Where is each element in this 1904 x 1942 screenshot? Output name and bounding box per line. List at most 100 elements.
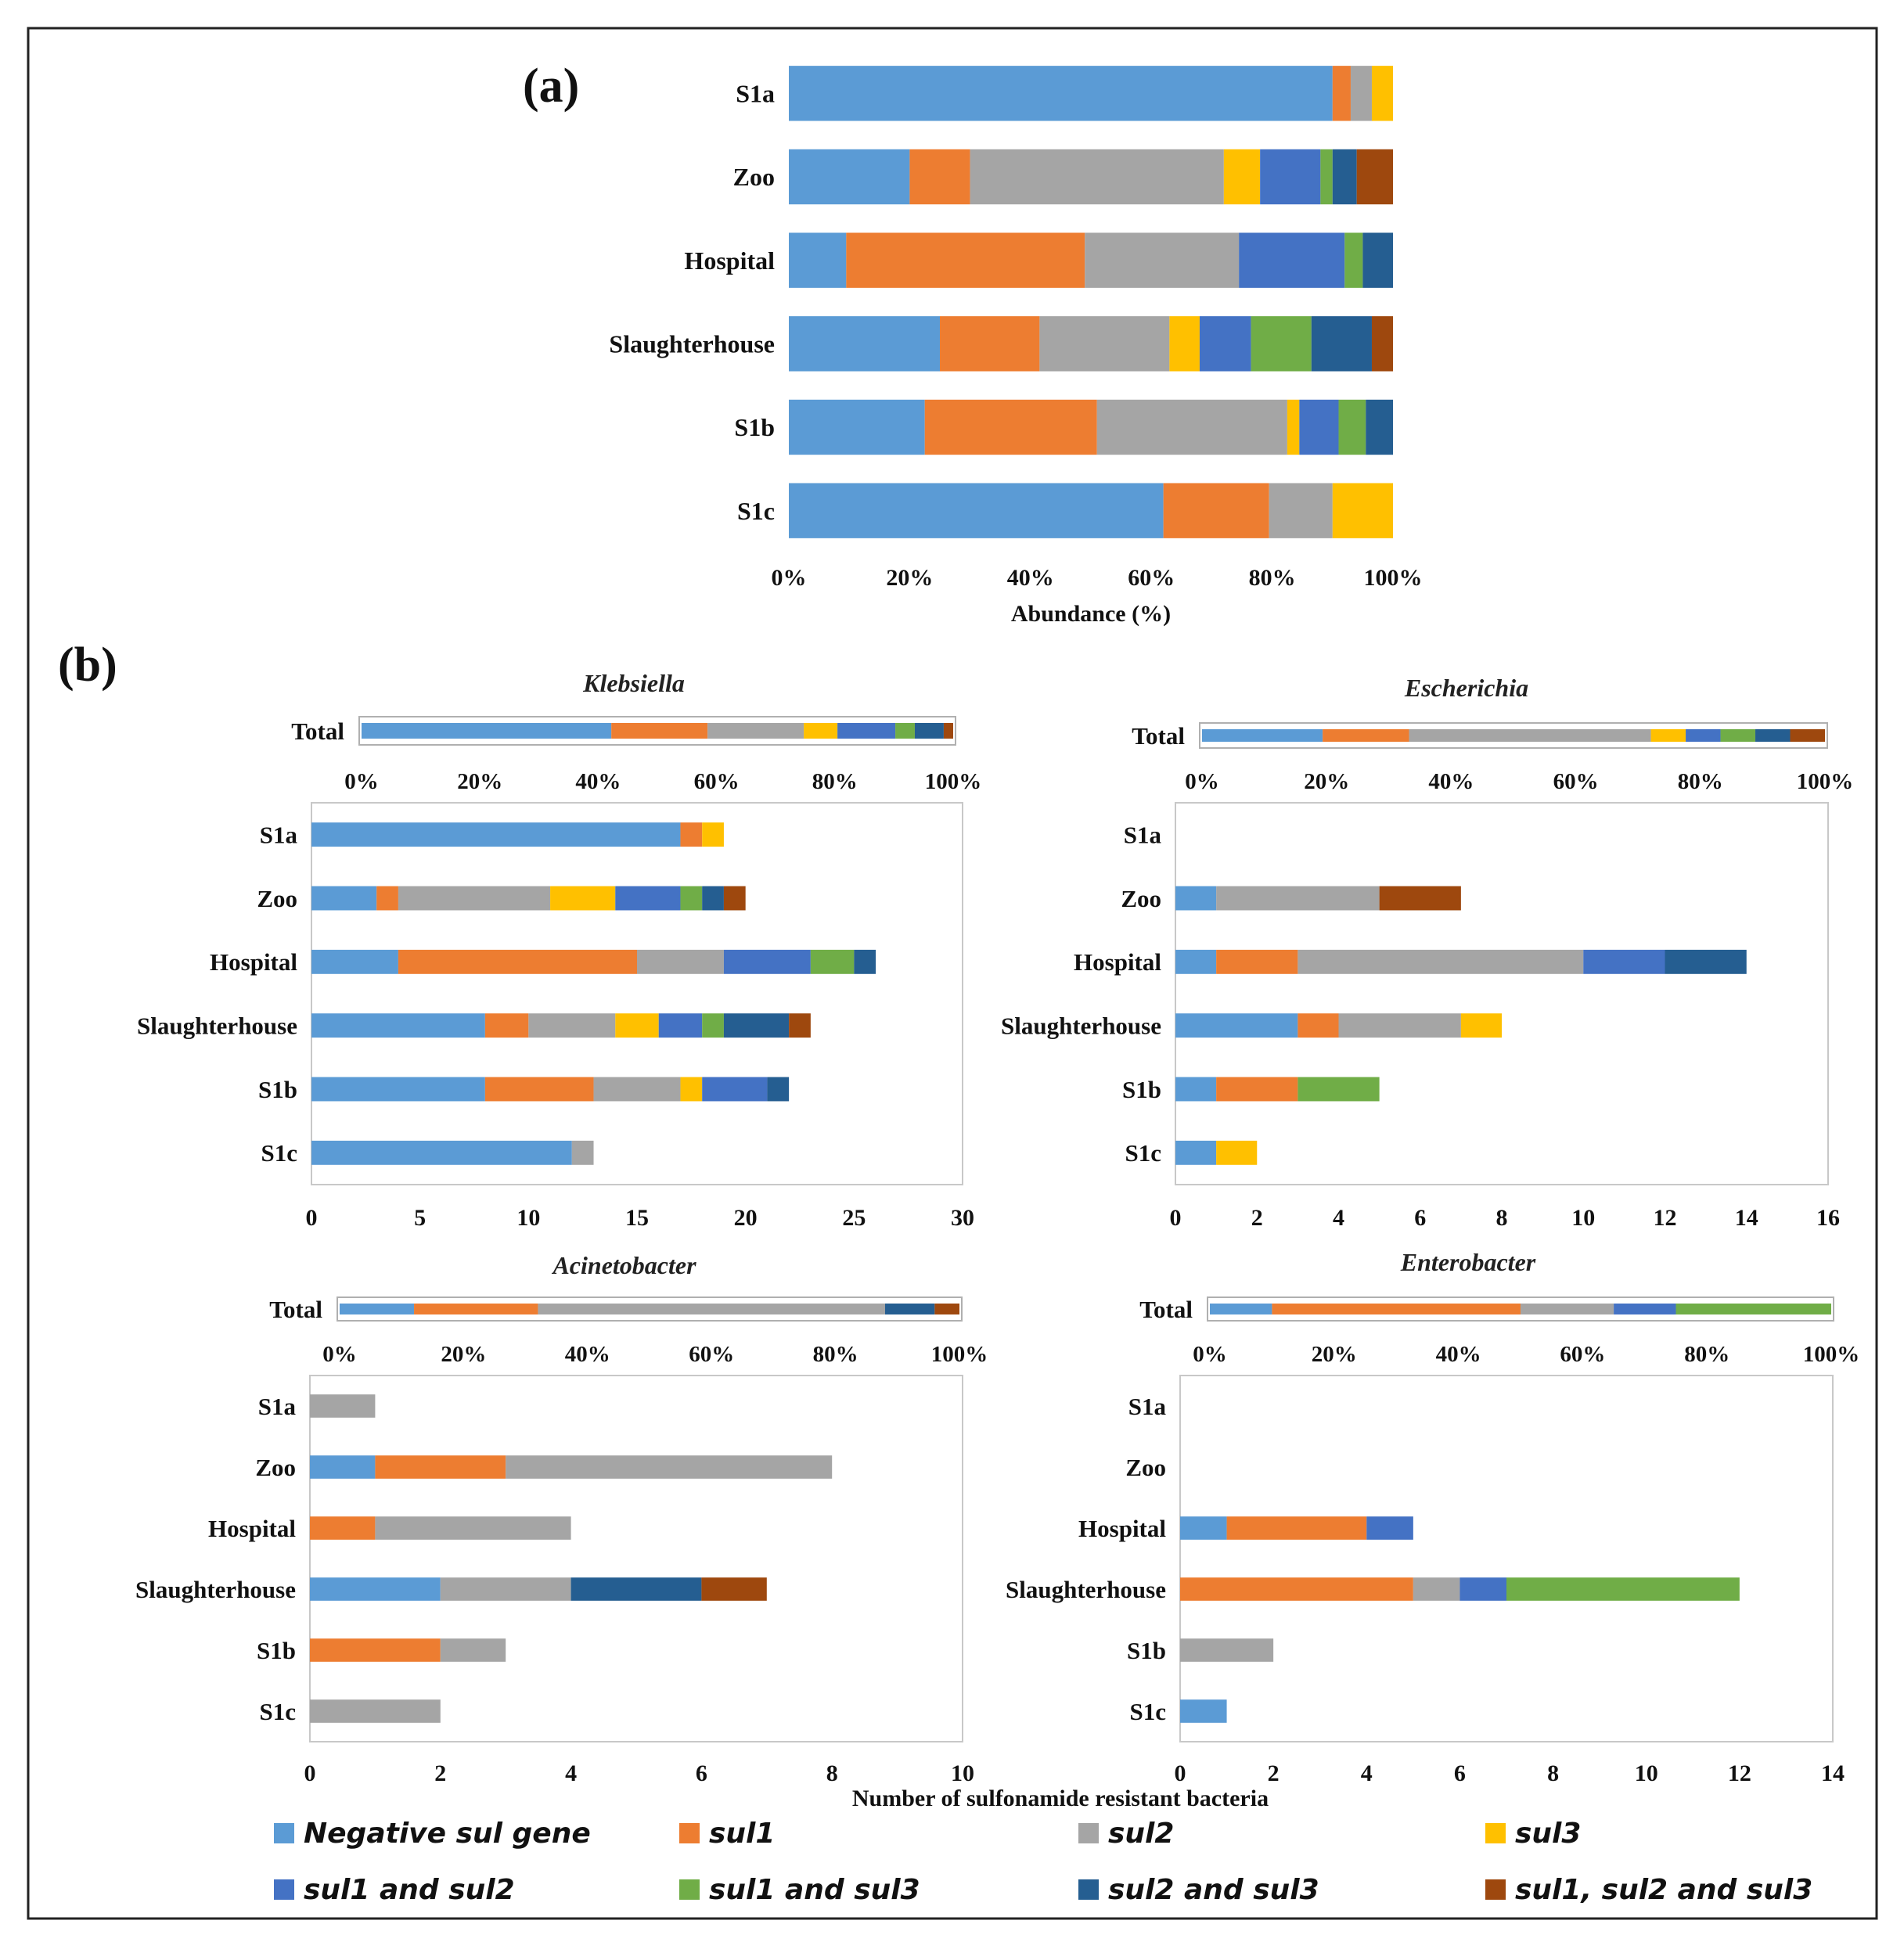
enterobacter-x-tick-2: 4 [1361,1760,1373,1786]
klebsiella-bar-hospital-sul1 [398,949,637,974]
legend-swatch-sul3 [1485,1823,1506,1843]
a-bar-s1a-sul1 [1332,66,1351,121]
klebsiella-bar-hospital-negative-sul-gene [311,949,398,974]
enterobacter-bar-hospital-sul1 [1226,1516,1367,1540]
acinetobacter-x-tick-1: 2 [434,1760,446,1786]
klebsiella-bar-s1b-sul2-and-sul3 [767,1077,790,1102]
a-bar-slaughterhouse-negative-sul-gene [789,316,940,372]
legend-label-sul2-and-sul3: sul2 and sul3 [1108,1874,1319,1906]
klebsiella-total-segment-sul2 [707,723,804,739]
legend-label-sul2: sul2 [1108,1818,1174,1850]
acinetobacter-x-tick-5: 10 [951,1760,974,1786]
escherichia-category-zoo: Zoo [1121,885,1161,912]
enterobacter-total-tick-3: 60% [1560,1342,1605,1367]
a-bar-slaughterhouse-sul1-sul2-and-sul3 [1371,316,1393,372]
klebsiella-bar-s1b-sul3 [680,1077,703,1102]
a-bar-hospital-sul2 [1085,232,1240,288]
escherichia-bar-s1b-sul1 [1216,1077,1298,1102]
klebsiella-bar-hospital-sul2 [637,949,724,974]
acinetobacter-x-tick-3: 6 [696,1760,707,1786]
legend-label-sul1-and-sul3: sul1 and sul3 [709,1874,920,1906]
klebsiella-total-tick-2: 40% [575,769,621,794]
klebsiella-total-segment-sul1 [611,723,708,739]
klebsiella-x-tick-3: 15 [625,1205,649,1231]
enterobacter-x-tick-1: 2 [1268,1760,1280,1786]
klebsiella-bar-slaughterhouse-sul1-sul2-and-sul3 [789,1013,811,1038]
escherichia-total-tick-2: 40% [1428,769,1474,794]
acinetobacter-bar-slaughterhouse-sul2-and-sul3 [570,1577,702,1601]
acinetobacter-bar-zoo-negative-sul-gene [310,1455,376,1479]
a-bar-slaughterhouse-sul2-and-sul3 [1311,316,1372,372]
klebsiella-bar-s1b-sul1-and-sul2 [702,1077,768,1102]
escherichia-total-segment-sul1-and-sul3 [1720,729,1756,742]
shared-x-axis-label: Number of sulfonamide resistant bacteria [852,1786,1269,1811]
escherichia-total-label: Total [1132,722,1185,750]
escherichia-total-segment-sul3 [1650,729,1686,742]
acinetobacter-x-tick-0: 0 [304,1760,316,1786]
acinetobacter-x-tick-2: 4 [565,1760,577,1786]
a-bar-hospital-sul1 [846,232,1085,288]
klebsiella-bar-zoo-sul2-and-sul3 [702,886,724,911]
legend-swatch-negative-sul-gene [274,1823,294,1843]
a-bar-s1b-sul2 [1096,399,1287,455]
a-bar-s1c-negative-sul-gene [789,483,1164,538]
escherichia-bar-hospital-sul2-and-sul3 [1665,949,1747,974]
acinetobacter-category-zoo: Zoo [255,1454,296,1481]
escherichia-bar-hospital-sul2 [1298,949,1584,974]
enterobacter-bar-s1b-sul2 [1180,1638,1274,1662]
a-category-hospital: Hospital [684,246,775,275]
a-bar-s1b-sul2-and-sul3 [1366,399,1393,455]
escherichia-bar-slaughterhouse-sul3 [1460,1013,1502,1038]
legend-swatch-sul1-sul2-and-sul3 [1485,1879,1506,1900]
escherichia-x-tick-5: 10 [1571,1205,1595,1231]
a-bar-s1b-sul1-and-sul2 [1299,399,1339,455]
klebsiella-bar-slaughterhouse-sul1-and-sul3 [702,1013,724,1038]
klebsiella-bar-slaughterhouse-negative-sul-gene [311,1013,485,1038]
enterobacter-total-tick-5: 100% [1803,1342,1860,1367]
escherichia-category-s1c: S1c [1125,1139,1162,1167]
panel-b-label: (b) [58,638,117,692]
klebsiella-category-s1b: S1b [258,1076,297,1103]
enterobacter-total-segment-sul1-and-sul2 [1614,1304,1676,1314]
klebsiella-category-hospital: Hospital [210,948,297,976]
klebsiella-total-tick-5: 100% [925,769,982,794]
a-x-tick-2: 40% [1007,565,1054,591]
klebsiella-bar-hospital-sul2-and-sul3 [854,949,876,974]
legend-label-sul1: sul1 [709,1818,775,1850]
legend-label-sul1-and-sul2: sul1 and sul2 [304,1874,515,1906]
legend-label-negative-sul-gene: Negative sul gene [304,1818,591,1850]
escherichia-x-tick-6: 12 [1654,1205,1677,1231]
a-category-zoo: Zoo [733,163,775,191]
a-bar-s1c-sul2 [1269,483,1333,538]
klebsiella-x-tick-4: 20 [734,1205,758,1231]
enterobacter-bar-slaughterhouse-sul1 [1180,1577,1413,1601]
a-category-s1b: S1b [734,413,775,441]
escherichia-total-tick-3: 60% [1553,769,1599,794]
a-bar-slaughterhouse-sul3 [1169,316,1200,372]
legend-swatch-sul2 [1078,1823,1099,1843]
acinetobacter-bar-slaughterhouse-sul1-sul2-and-sul3 [701,1577,767,1601]
klebsiella-bar-zoo-sul1-sul2-and-sul3 [723,886,746,911]
klebsiella-total-segment-sul1-and-sul3 [895,723,915,739]
a-bar-zoo-negative-sul-gene [789,149,910,205]
a-bar-hospital-negative-sul-gene [789,232,847,288]
klebsiella-total-segment-sul2-and-sul3 [914,723,944,739]
a-bar-zoo-sul1-sul2-and-sul3 [1356,149,1393,205]
a-bar-hospital-sul1-and-sul2 [1239,232,1345,288]
klebsiella-category-s1c: S1c [261,1139,298,1167]
panel-a-chart: S1a Zoo Hospital Slaughterhouse S1b S1c 0% 20% 4… [609,66,1423,627]
klebsiella-bar-slaughterhouse-sul1-and-sul2 [658,1013,703,1038]
acinetobacter-bar-s1c-sul2 [310,1699,441,1723]
escherichia-total-tick-5: 100% [1797,769,1854,794]
legend-swatch-sul1 [679,1823,700,1843]
acinetobacter-total-label: Total [269,1296,322,1323]
enterobacter-x-tick-4: 8 [1547,1760,1559,1786]
klebsiella-bar-hospital-sul1-and-sul3 [810,949,855,974]
acinetobacter-category-s1a: S1a [258,1393,297,1420]
klebsiella-total-tick-4: 80% [812,769,858,794]
klebsiella-bar-s1a-sul3 [702,822,724,847]
klebsiella-title: Klebsiella [582,669,685,697]
a-x-tick-3: 60% [1128,565,1175,591]
